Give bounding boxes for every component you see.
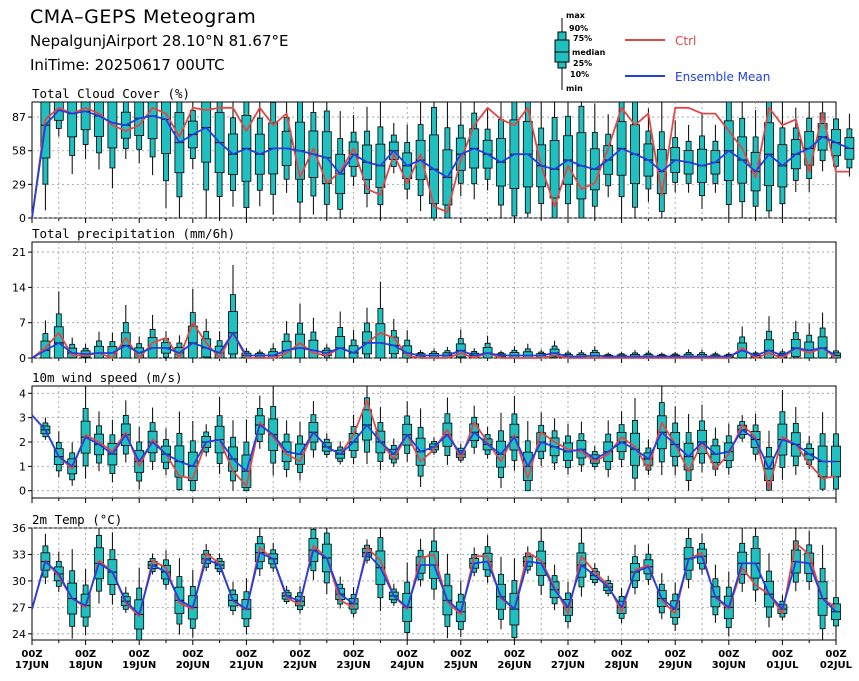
box-inner	[67, 101, 78, 138]
ensemble-mean-line	[31, 109, 850, 219]
station-label: NepalgunjAirport 28.10°N 81.67°E	[30, 32, 289, 50]
x-tick-label-date: 28JUN	[605, 660, 639, 671]
x-tick-label-date: 26JUN	[497, 660, 531, 671]
panel-title: 10m wind speed (m/s)	[32, 370, 183, 385]
y-tick-label: 29	[12, 178, 26, 191]
x-tick-label-date: 23JUN	[337, 660, 371, 671]
y-tick-label: 7	[19, 317, 26, 330]
y-tick-label: 2	[19, 436, 26, 449]
legend-box-label: median	[572, 48, 606, 57]
y-tick-label: 3	[19, 412, 26, 425]
legend	[554, 18, 665, 90]
y-tick-label: 21	[12, 246, 26, 259]
x-tick-label-hour: 00Z	[21, 649, 42, 660]
x-tick-label-hour: 00Z	[397, 649, 418, 660]
x-tick-label-hour: 00Z	[236, 649, 257, 660]
x-tick-label-hour: 00Z	[450, 649, 471, 660]
ensemble-mean-line	[31, 549, 837, 616]
x-tick-label-hour: 00Z	[75, 649, 96, 660]
x-tick-label-date: 25JUN	[444, 660, 478, 671]
y-tick-label: 0	[19, 352, 26, 365]
x-tick-label-hour: 00Z	[611, 649, 632, 660]
y-tick-label: 87	[12, 111, 26, 124]
legend-ctrl-label: Ctrl	[675, 34, 696, 48]
x-tick-label-date: 20JUN	[176, 660, 210, 671]
legend-box-label: 90%	[569, 24, 588, 33]
y-tick-label: 1	[19, 460, 26, 473]
x-tick-label-date: 17JUN	[15, 660, 49, 671]
legend-box-label: 10%	[570, 70, 589, 79]
box-inner	[94, 101, 104, 137]
x-tick-label-hour: 00Z	[557, 649, 578, 660]
y-tick-label: 14	[12, 281, 26, 294]
panel-2	[28, 385, 841, 503]
init-time-label: IniTime: 20250617 00UTC	[30, 56, 225, 74]
panel-3	[28, 527, 841, 645]
panel-title: Total Cloud Cover (%)	[32, 86, 190, 101]
x-tick-label-hour: 00Z	[718, 649, 739, 660]
x-tick-label-date: 02JUL	[820, 660, 853, 671]
box-inner	[161, 101, 171, 154]
legend-mean-label: Ensemble Mean	[675, 70, 770, 84]
ctrl-series-line	[31, 321, 837, 359]
y-tick-label: 24	[12, 628, 26, 641]
y-tick-label: 36	[12, 522, 26, 535]
x-tick-label-hour: 00Z	[825, 649, 846, 660]
ctrl-series-line	[31, 106, 850, 219]
y-tick-label: 0	[19, 485, 26, 498]
ensemble-mean-line	[31, 414, 836, 473]
x-tick-label-date: 21JUN	[229, 660, 263, 671]
y-tick-label: 30	[12, 575, 26, 588]
box-inner	[402, 345, 413, 359]
legend-box-inner	[554, 39, 570, 63]
box-inner	[147, 101, 158, 140]
y-tick-label: 0	[19, 212, 26, 225]
panel-1	[28, 241, 841, 363]
y-tick-label: 33	[12, 548, 26, 561]
legend-box-label: 75%	[573, 34, 592, 43]
x-tick-label-date: 30JUN	[712, 660, 746, 671]
panel-0	[28, 101, 855, 223]
x-tick-label-hour: 00Z	[129, 649, 150, 660]
ensemble-mean-line	[31, 331, 837, 359]
x-tick-label-date: 01JUL	[766, 660, 799, 671]
legend-box-label: min	[566, 84, 583, 93]
x-tick-label-date: 27JUN	[551, 660, 585, 671]
legend-box-label: 25%	[573, 59, 592, 68]
x-tick-label-hour: 00Z	[772, 649, 793, 660]
y-tick-label: 58	[12, 145, 26, 158]
x-tick-label-date: 22JUN	[283, 660, 317, 671]
legend-box-label: max	[566, 11, 586, 20]
x-tick-label-hour: 00Z	[665, 649, 686, 660]
box-inner	[764, 339, 774, 359]
chart-title: CMA–GEPS Meteogram	[30, 6, 257, 28]
x-tick-label-hour: 00Z	[289, 649, 310, 660]
x-tick-label-hour: 00Z	[343, 649, 364, 660]
x-tick-label-date: 18JUN	[69, 660, 103, 671]
box-inner	[80, 101, 91, 131]
panel-title: 2m Temp (°C)	[32, 512, 122, 527]
box-inner	[375, 323, 386, 359]
y-tick-label: 27	[12, 601, 26, 614]
x-tick-label-hour: 00Z	[182, 649, 203, 660]
x-tick-label-date: 29JUN	[658, 660, 692, 671]
x-tick-label-date: 19JUN	[122, 660, 156, 671]
x-tick-label-date: 24JUN	[390, 660, 424, 671]
panel-title: Total precipitation (mm/6h)	[32, 226, 235, 241]
y-tick-label: 4	[19, 387, 26, 400]
x-tick-label-hour: 00Z	[504, 649, 525, 660]
ctrl-series-line	[31, 542, 837, 618]
